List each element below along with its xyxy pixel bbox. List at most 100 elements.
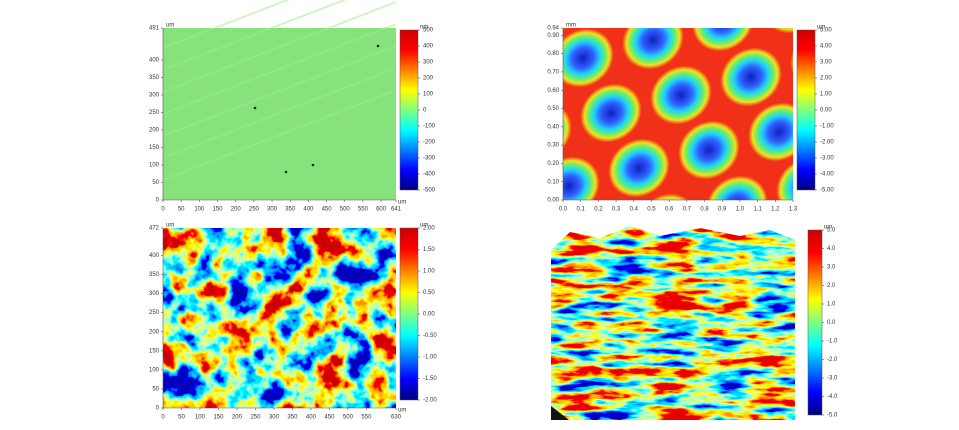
y-tick-label: 250: [149, 310, 160, 316]
colorbar-unit: um: [817, 25, 825, 31]
colorbar-tick-label: 0.00: [820, 108, 832, 114]
y-unit: um: [166, 223, 174, 229]
defect: [253, 106, 257, 110]
x-tick-label: 0.3: [612, 207, 621, 213]
pit: [877, 55, 959, 138]
y-tick-label: 300: [149, 92, 160, 98]
x-tick-label: 0.9: [718, 207, 727, 213]
colorbar-tick-label: -4.00: [820, 172, 834, 178]
colorbar-tick-label: -5.0: [827, 413, 838, 419]
colorbar-tick-label: 2.0: [827, 283, 836, 289]
y-tick-label: 0.40: [547, 124, 559, 130]
x-tick-label: 600: [376, 207, 387, 213]
x-tick-label: 150: [213, 415, 224, 421]
y-tick-label: 50: [152, 387, 159, 393]
colorbar-tick-label: 500: [423, 28, 434, 34]
x-tick-label: 300: [269, 415, 280, 421]
y-unit: mm: [566, 23, 576, 29]
colorbar-tick-label: 3.00: [820, 60, 832, 66]
x-unit: um: [398, 408, 406, 414]
y-tick-label: 0.50: [547, 106, 559, 112]
y-tick-label: 0: [156, 406, 160, 412]
x-tick-label: 400: [303, 207, 314, 213]
colorbar-tick-label: 0.50: [423, 290, 435, 296]
pit: [568, 71, 654, 155]
x-tick-label: 0.4: [630, 207, 639, 213]
x-tick-label: 0.2: [594, 207, 603, 213]
x-tick-label: 400: [306, 415, 317, 421]
pit: [596, 126, 682, 200]
x-tick-label: 500: [340, 207, 351, 213]
x-tick-label: 250: [249, 207, 260, 213]
x-tick-label: 250: [250, 415, 261, 421]
colorbar-tick-label: 5.00: [820, 28, 832, 34]
surface-image: [163, 228, 396, 408]
y-tick-label: 150: [149, 348, 160, 354]
colorbar-tick-label: 400: [423, 44, 434, 50]
x-tick-label: 0.6: [665, 207, 674, 213]
y-tick-label: 150: [149, 145, 160, 151]
y-tick-label: 100: [149, 367, 160, 373]
colorbar-tick-label: -5.00: [820, 188, 834, 194]
y-tick-label: 200: [149, 329, 160, 335]
x-tick-label: 0: [161, 415, 165, 421]
x-tick-label: 450: [322, 207, 333, 213]
y-tick-label: 0.00: [547, 198, 559, 204]
y-tick-label: 400: [149, 57, 160, 63]
colorbar-unit: nm: [420, 25, 428, 31]
y-tick-label: 472: [149, 226, 160, 232]
colorbar-tick-label: 4.0: [827, 246, 836, 252]
defect: [311, 163, 315, 167]
panels: 0 50 100 150 200 250 300 350 400 450 500 550 600 641u…: [149, 0, 959, 421]
pit: [835, 128, 920, 211]
pit: [666, 108, 752, 192]
defect: [284, 170, 288, 174]
x-tick-label: 1.2: [771, 207, 780, 213]
x-tick-label: 630: [391, 415, 402, 421]
pit: [443, 0, 528, 62]
y-tick-label: 0.80: [547, 51, 559, 57]
surface-image: [551, 226, 795, 420]
colorbar-tick-label: 0: [423, 108, 427, 114]
shadow: [551, 406, 569, 420]
x-tick-label: 1.3: [789, 207, 798, 213]
y-tick-label: 0.70: [547, 69, 559, 75]
x-tick-label: 100: [194, 207, 205, 213]
colorbar-tick-label: 3.0: [827, 265, 836, 271]
pit: [708, 35, 793, 119]
x-tick-label: 0.1: [577, 207, 586, 213]
colorbar-tick-label: -4.0: [827, 394, 838, 400]
texture-streak: [162, 0, 291, 49]
texture-streak: [162, 89, 397, 181]
colorbar-tick-label: -0.50: [423, 333, 437, 339]
texture-streak: [162, 0, 347, 71]
texture-streak: [162, 1, 397, 93]
colorbar-tick-label: 1.00: [423, 269, 435, 275]
colorbar-tick-label: 5.0: [827, 228, 836, 234]
x-tick-label: 450: [324, 415, 335, 421]
y-tick-label: 491: [149, 26, 160, 32]
y-tick-label: 0.94: [547, 26, 559, 32]
colorbar-tick-label: 1.0: [827, 302, 836, 308]
colorbar: [807, 229, 823, 416]
colorbar-tick-label: 300: [423, 60, 434, 66]
colorbar-tick-label: -1.0: [827, 339, 838, 345]
pit: [471, 35, 556, 118]
pit: [653, 0, 738, 8]
pit: [821, 0, 906, 27]
colorbar-tick-label: 0.00: [423, 312, 435, 318]
texture-streak: [162, 67, 397, 159]
surface-3d: [551, 226, 795, 420]
colorbar-unit: um: [824, 225, 832, 231]
colorbar: [796, 29, 816, 191]
pit: [905, 110, 959, 193]
x-tick-label: 1.0: [736, 207, 745, 213]
surface-image: [443, 0, 959, 211]
x-tick-label: 300: [267, 207, 278, 213]
colorbar-tick-label: -3.0: [827, 376, 838, 382]
y-tick-label: 50: [152, 180, 159, 186]
colorbar-tick-label: 2.00: [423, 226, 435, 232]
colorbar-unit: um: [420, 223, 428, 229]
colorbar-tick-label: 0.0: [827, 320, 836, 326]
